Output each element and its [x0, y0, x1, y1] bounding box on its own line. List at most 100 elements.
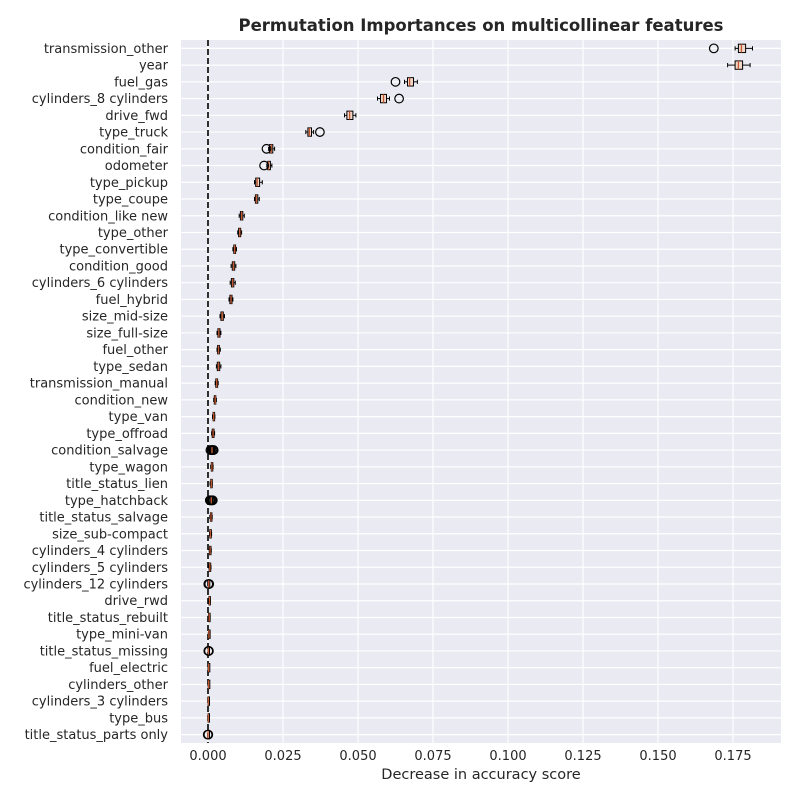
box-type-truck: [305, 127, 325, 137]
feature-label: cylinders_12 cylinders: [23, 577, 168, 592]
box-odometer: [259, 160, 273, 171]
feature-label: fuel_electric: [89, 661, 168, 676]
x-tick-label: 0.150: [639, 749, 676, 764]
feature-label: fuel_gas: [114, 75, 168, 90]
box-year: [727, 60, 751, 70]
box-transmission-manual: [214, 378, 219, 388]
box-type-pickup: [254, 177, 263, 187]
feature-label: transmission_manual: [30, 377, 168, 392]
outlier-point: [203, 729, 214, 740]
box-type-offroad: [211, 428, 216, 439]
box-type-wagon: [210, 462, 214, 472]
x-tick-label: 0.125: [564, 749, 601, 764]
feature-label: title_status_missing: [40, 644, 168, 659]
box-type-mini-van: [207, 629, 211, 639]
outlier-point: [390, 76, 401, 87]
feature-label: transmission_other: [44, 42, 169, 57]
feature-label: title_status_rebuilt: [48, 611, 168, 626]
x-tick-label: 0.050: [339, 749, 376, 764]
feature-label: type_truck: [99, 126, 168, 141]
outlier-point: [203, 646, 214, 656]
feature-label: type_van: [109, 410, 168, 425]
x-tick-label: 0.000: [189, 749, 226, 764]
feature-label: cylinders_other: [68, 678, 168, 693]
box-cylinders-4-cylinders: [208, 545, 212, 556]
feature-label: cylinders_6 cylinders: [32, 276, 168, 291]
feature-label: type_sedan: [93, 360, 168, 375]
feature-label: size_sub-compact: [52, 527, 168, 542]
box-cylinders-3-cylinders: [207, 696, 210, 706]
feature-label: type_coupe: [93, 193, 168, 208]
box-fuel-hybrid: [228, 294, 234, 305]
box-title-status-lien: [209, 478, 213, 489]
x-tick-label: 0.175: [714, 749, 751, 764]
x-tick-label: 0.075: [414, 749, 451, 764]
feature-label: type_convertible: [60, 243, 169, 258]
feature-label: type_hatchback: [65, 494, 169, 509]
box-type-convertible: [232, 244, 237, 254]
box-condition-fair: [261, 143, 276, 154]
box-condition-salvage: [205, 445, 219, 455]
x-tick-label: 0.100: [489, 749, 526, 764]
feature-label: cylinders_4 cylinders: [32, 544, 168, 559]
feature-label: type_wagon: [89, 460, 168, 475]
box-title-status-rebuilt: [207, 612, 211, 623]
feature-label: cylinders_5 cylinders: [32, 561, 168, 576]
box-drive-fwd: [344, 110, 357, 121]
box-title-status-salvage: [209, 512, 213, 522]
box-size-full-size: [216, 328, 222, 338]
plot-area: [181, 40, 781, 743]
outlier-point: [208, 445, 219, 455]
x-tick-label: 0.025: [264, 749, 301, 764]
box-condition-good: [230, 261, 237, 271]
outlier-point: [204, 579, 215, 589]
box-cylinders-other: [207, 679, 211, 690]
box-size-sub-compact: [209, 529, 213, 539]
feature-label: title_status_salvage: [39, 511, 168, 526]
box-iqr: [407, 77, 414, 87]
box-series: [202, 43, 753, 740]
feature-label: condition_new: [75, 393, 169, 408]
feature-label: type_offroad: [86, 427, 168, 442]
feature-label: cylinders_8 cylinders: [32, 92, 168, 107]
feature-label: year: [139, 59, 169, 74]
feature-label: condition_good: [69, 259, 168, 274]
box-type-van: [212, 411, 216, 422]
grid-lines: [181, 40, 781, 743]
outlier-point: [315, 127, 325, 137]
box-type-bus: [207, 713, 210, 723]
box-fuel-gas: [390, 76, 418, 87]
box-fuel-other: [216, 344, 221, 355]
x-tick-labels: 0.000 0.025 0.050 0.075 0.100 0.125 0.150 0.175: [189, 749, 751, 764]
feature-label: fuel_hybrid: [96, 293, 168, 308]
box-drive-rwd: [208, 596, 211, 606]
feature-label: type_other: [98, 226, 169, 241]
box-cylinders-12-cylinders: [203, 579, 215, 589]
feature-label: condition_fair: [80, 142, 169, 157]
box-type-hatchback: [204, 495, 218, 506]
box-type-sedan: [215, 361, 222, 372]
box-type-other: [237, 227, 243, 238]
box-cylinders-8-cylinders: [377, 93, 405, 104]
feature-label: type_bus: [109, 711, 168, 726]
box-size-mid-size: [219, 311, 225, 321]
outlier-point: [207, 495, 218, 506]
box-cylinders-6-cylinders: [229, 278, 236, 288]
box-condition-like-new: [238, 211, 245, 221]
feature-label: size_mid-size: [82, 310, 168, 325]
feature-label: title_status_lien: [66, 477, 168, 492]
box-type-coupe: [254, 194, 260, 204]
feature-label: type_pickup: [90, 176, 168, 191]
x-axis-label: Decrease in accuracy score: [381, 767, 580, 783]
feature-label: condition_like new: [48, 209, 168, 224]
box-title-status-missing: [203, 646, 214, 656]
box-transmission-other: [708, 43, 753, 54]
outlier-point: [261, 143, 272, 154]
feature-label: odometer: [105, 159, 169, 174]
feature-label: cylinders_3 cylinders: [32, 695, 168, 710]
feature-label: title_status_parts only: [25, 728, 169, 743]
outlier-point: [394, 93, 405, 104]
feature-label: size_full-size: [86, 326, 168, 341]
